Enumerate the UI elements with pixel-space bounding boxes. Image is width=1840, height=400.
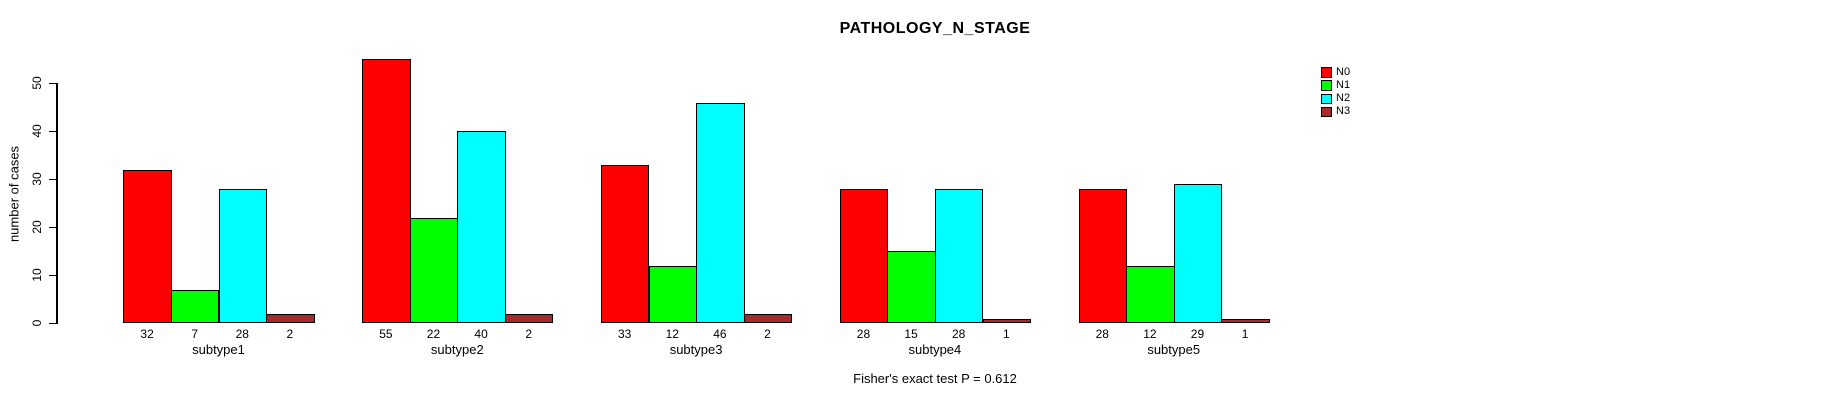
bar-n2-subtype1: [218, 188, 268, 324]
bar-value-label: 15: [904, 327, 918, 341]
y-tick: [49, 178, 56, 181]
bar-value-label: 28: [856, 327, 871, 341]
bar-n0-subtype4: [839, 188, 889, 324]
x-category-label: subtype4: [908, 342, 962, 357]
bar-value-label: 1: [1241, 327, 1249, 341]
chart-title: PATHOLOGY_N_STAGE: [839, 20, 1031, 37]
y-tick-label: 40: [30, 124, 44, 138]
bar-value-label: 7: [191, 327, 199, 341]
bar-value-label: 1: [1002, 327, 1010, 341]
bar-n1-subtype2: [409, 217, 459, 324]
y-tick-label: 50: [30, 76, 44, 90]
y-tick: [49, 274, 56, 277]
legend: N0 N1 N2 N3: [1321, 65, 1441, 127]
bar-value-label: 2: [286, 327, 294, 341]
bar-value-label: 2: [764, 327, 771, 341]
y-tick: [49, 322, 56, 325]
x-category-label: subtype1: [192, 342, 245, 357]
x-category-label: subtype5: [1147, 342, 1201, 357]
bar-n2-subtype5: [1173, 184, 1223, 324]
y-tick: [49, 130, 56, 133]
bar-value-label: 32: [140, 327, 154, 341]
bar-n1-subtype3: [648, 265, 698, 324]
bar-n2-subtype3: [696, 102, 745, 324]
bar-value-label: 40: [474, 327, 488, 341]
bar-value-label: 46: [713, 327, 727, 341]
y-tick-label: 30: [30, 172, 44, 186]
bar-n3-subtype4: [982, 318, 1032, 324]
y-tick: [49, 226, 56, 229]
bar-value-label: 28: [952, 327, 966, 341]
legend-label-n3: N3: [1336, 105, 1351, 118]
bar-n0-subtype2: [362, 59, 411, 324]
bar-value-label: 12: [665, 327, 679, 341]
legend-label-n0: N0: [1336, 65, 1351, 78]
bar-value-label: 22: [426, 327, 441, 341]
y-tick-label: 20: [30, 220, 44, 234]
legend-swatch-n0: [1321, 67, 1332, 78]
y-tick: [49, 82, 56, 85]
x-category-label: subtype2: [430, 342, 484, 357]
x-category-label: subtype3: [669, 342, 723, 357]
legend-swatch-n1: [1321, 80, 1332, 91]
bar-n0-subtype3: [600, 164, 650, 324]
bar-n3-subtype5: [1221, 318, 1270, 324]
bar-n0-subtype1: [123, 169, 172, 324]
bar-n2-subtype2: [457, 131, 506, 324]
bar-value-label: 55: [379, 327, 393, 341]
bar-n3-subtype1: [266, 313, 315, 324]
bar-value-label: 28: [1095, 327, 1109, 341]
y-axis-line: [56, 83, 58, 325]
fisher-test-annotation: Fisher's exact test P = 0.612: [853, 371, 1017, 386]
bar-n2-subtype4: [934, 188, 984, 324]
legend-swatch-n3: [1321, 106, 1332, 118]
y-tick-label: 0: [30, 319, 44, 327]
legend-swatch-n2: [1321, 93, 1332, 105]
bar-value-label: 29: [1190, 327, 1205, 341]
bar-value-label: 2: [525, 327, 533, 341]
legend-label-n2: N2: [1336, 92, 1351, 105]
legend-label-n1: N1: [1336, 78, 1351, 91]
bar-n1-subtype4: [887, 251, 936, 324]
bar-value-label: 12: [1143, 327, 1157, 341]
bar-n3-subtype2: [504, 313, 554, 324]
bar-n3-subtype3: [743, 313, 793, 324]
bar-value-label: 28: [235, 327, 249, 341]
y-tick-label: 10: [30, 268, 44, 282]
bar-value-label: 33: [618, 327, 632, 341]
bar-n0-subtype5: [1078, 188, 1128, 324]
bar-n1-subtype1: [170, 289, 220, 324]
bar-n1-subtype5: [1126, 265, 1175, 324]
